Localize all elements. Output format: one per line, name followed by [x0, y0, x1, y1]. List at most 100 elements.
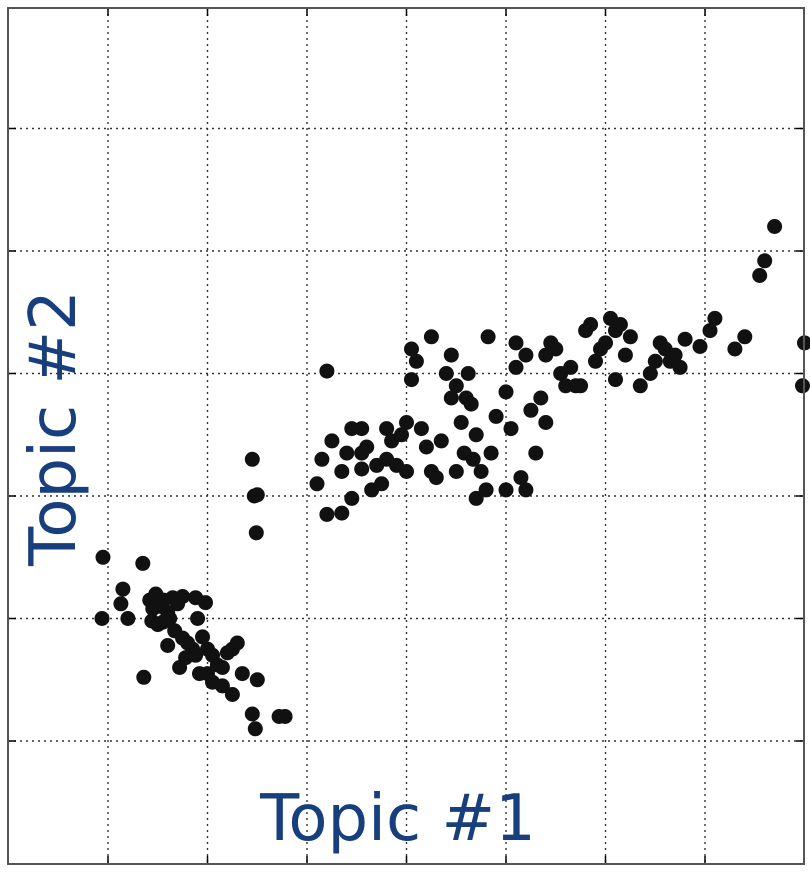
scatter-point	[354, 461, 370, 477]
scatter-point	[453, 415, 469, 430]
scatter-point	[727, 341, 743, 357]
scatter-point	[354, 421, 370, 437]
scatter-point	[248, 525, 264, 541]
scatter-point	[443, 390, 459, 406]
scatter-point	[677, 331, 693, 347]
scatter-point	[438, 366, 454, 381]
scatter-point	[172, 660, 188, 675]
scatter-point	[324, 433, 340, 449]
scatter-point	[583, 317, 599, 332]
scatter-point	[249, 487, 265, 503]
scatter-point	[757, 253, 773, 269]
scatter-point	[647, 353, 663, 369]
scatter-point	[334, 464, 350, 479]
scatter-point	[136, 669, 152, 685]
scatter-point	[498, 384, 514, 400]
scatter-point	[538, 415, 554, 430]
scatter-point	[314, 451, 330, 467]
scatter-point	[214, 660, 230, 675]
scatter-point	[488, 408, 504, 424]
scatter-point	[94, 611, 110, 626]
scatter-point	[374, 476, 390, 492]
scatter-point	[642, 366, 658, 381]
scatter-point	[198, 595, 213, 611]
scatter-point	[404, 372, 419, 388]
scatter-point	[443, 347, 459, 363]
scatter-point	[113, 596, 129, 612]
scatter-point	[460, 366, 476, 381]
scatter-point	[433, 433, 449, 449]
scatter-point	[707, 310, 723, 326]
scatter-point	[518, 347, 534, 363]
scatter-point	[224, 687, 240, 702]
scatter-point	[115, 581, 131, 597]
scatter-point	[667, 347, 683, 363]
scatter-point	[468, 490, 484, 506]
scatter-point	[752, 268, 768, 283]
scatter-point	[234, 666, 250, 682]
scatter-point	[573, 378, 589, 394]
scatter-point	[617, 347, 633, 363]
data-points	[94, 219, 810, 737]
scatter-point	[692, 339, 708, 354]
scatter-point	[160, 638, 176, 653]
scatter-point	[408, 353, 424, 369]
scatter-point	[508, 359, 524, 375]
scatter-point	[473, 464, 489, 479]
scatter-point	[399, 464, 414, 479]
scatter-point	[135, 555, 151, 571]
scatter-point	[478, 482, 494, 498]
scatter-point	[513, 470, 529, 486]
scatter-point	[244, 706, 260, 722]
scatter-point	[195, 629, 210, 645]
scatter-point	[249, 672, 265, 688]
plot-frame	[7, 7, 805, 865]
scatter-point	[702, 323, 718, 339]
scatter-point	[563, 359, 579, 375]
scatter-point	[448, 378, 464, 394]
scatter-point	[622, 329, 638, 345]
scatter-point	[508, 335, 524, 351]
scatter-point	[518, 482, 534, 498]
scatter-point	[737, 329, 753, 345]
scatter-point	[480, 329, 496, 345]
scatter-point	[399, 415, 414, 430]
scatter-point	[672, 359, 688, 375]
scatter-point	[309, 476, 325, 492]
scatter-point	[423, 329, 439, 345]
scatter-point	[247, 721, 263, 737]
scatter-point	[608, 372, 623, 388]
scatter-point	[795, 378, 810, 394]
scatter-point	[359, 439, 375, 455]
scatter-point	[503, 421, 519, 437]
scatter-point	[379, 421, 395, 437]
scatter-point	[483, 445, 499, 461]
grid-lines	[8, 8, 804, 864]
scatter-point	[463, 396, 479, 412]
scatter-point	[339, 445, 355, 461]
y-axis-label: Topic #2	[17, 290, 91, 567]
scatter-point	[598, 335, 613, 351]
scatter-point	[190, 611, 206, 626]
scatter-point	[418, 439, 434, 455]
scatter-point	[456, 445, 472, 461]
scatter-point	[767, 219, 783, 234]
scatter-point	[120, 611, 136, 626]
scatter-point	[319, 363, 335, 379]
scatter-point	[468, 427, 484, 443]
scatter-point	[175, 589, 191, 604]
x-axis-label: Topic #1	[259, 782, 536, 856]
scatter-point	[632, 378, 648, 394]
scatter-point	[528, 445, 544, 461]
scatter-point	[229, 635, 245, 651]
scatter-point	[344, 490, 360, 506]
scatter-point	[498, 482, 514, 498]
scatter-point	[319, 506, 335, 522]
scatter-point	[394, 427, 409, 443]
scatter-point	[214, 678, 230, 694]
scatter-point	[95, 549, 111, 565]
scatter-point	[162, 611, 178, 626]
scatter-point	[448, 464, 464, 479]
scatter-point	[244, 451, 260, 467]
